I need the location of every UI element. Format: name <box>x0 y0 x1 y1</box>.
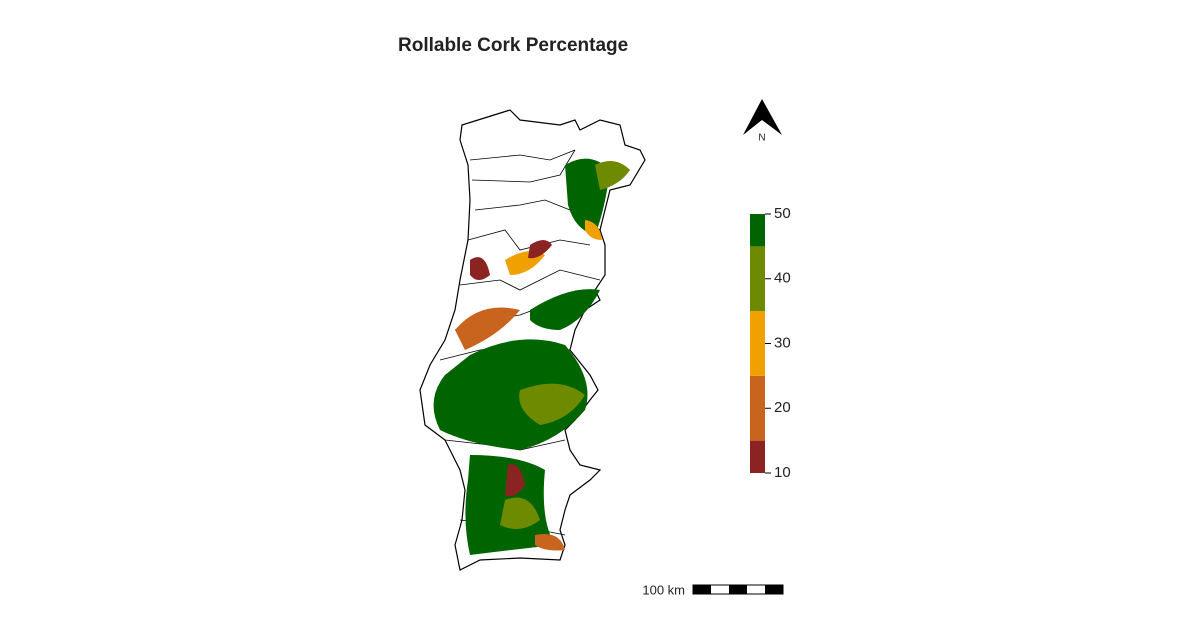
legend-color-band <box>750 440 765 473</box>
scale-bar-segment <box>693 585 711 594</box>
legend-color-band <box>750 375 765 441</box>
cork-patch <box>528 240 552 259</box>
north-arrow: N <box>743 99 782 144</box>
district-border <box>467 229 591 251</box>
cork-patch <box>455 307 520 350</box>
scale-bar-segment <box>765 585 783 594</box>
district-border <box>459 269 601 291</box>
legend-tick-label: 20 <box>774 399 791 416</box>
scale-bar-label: 100 km <box>642 582 685 597</box>
cork-patch <box>519 383 585 425</box>
district-border <box>471 149 576 183</box>
cork-patch <box>470 257 490 280</box>
cork-patch <box>535 534 565 551</box>
legend-color-band <box>750 311 765 376</box>
north-arrow-icon <box>743 99 782 135</box>
legend-tick-label: 40 <box>774 270 791 287</box>
north-label: N <box>758 133 765 144</box>
color-legend: 10 20 30 40 50 <box>750 205 791 481</box>
cork-patch <box>505 464 525 497</box>
legend-color-band <box>750 214 765 247</box>
portugal-map <box>419 109 646 571</box>
legend-tick-label: 50 <box>774 205 791 222</box>
legend-color-band <box>750 246 765 312</box>
district-border <box>469 149 576 161</box>
cork-patch <box>595 161 630 190</box>
scale-bar: 100 km <box>642 582 784 597</box>
legend-tick-label: 30 <box>774 334 791 351</box>
cork-patches <box>433 158 630 555</box>
map-title: Rollable Cork Percentage <box>398 35 628 56</box>
scale-bar-segment <box>729 585 747 594</box>
cork-patch <box>530 289 600 330</box>
cork-patch <box>585 220 602 240</box>
cork-patch <box>500 497 540 529</box>
legend-tick-label: 10 <box>774 464 791 481</box>
